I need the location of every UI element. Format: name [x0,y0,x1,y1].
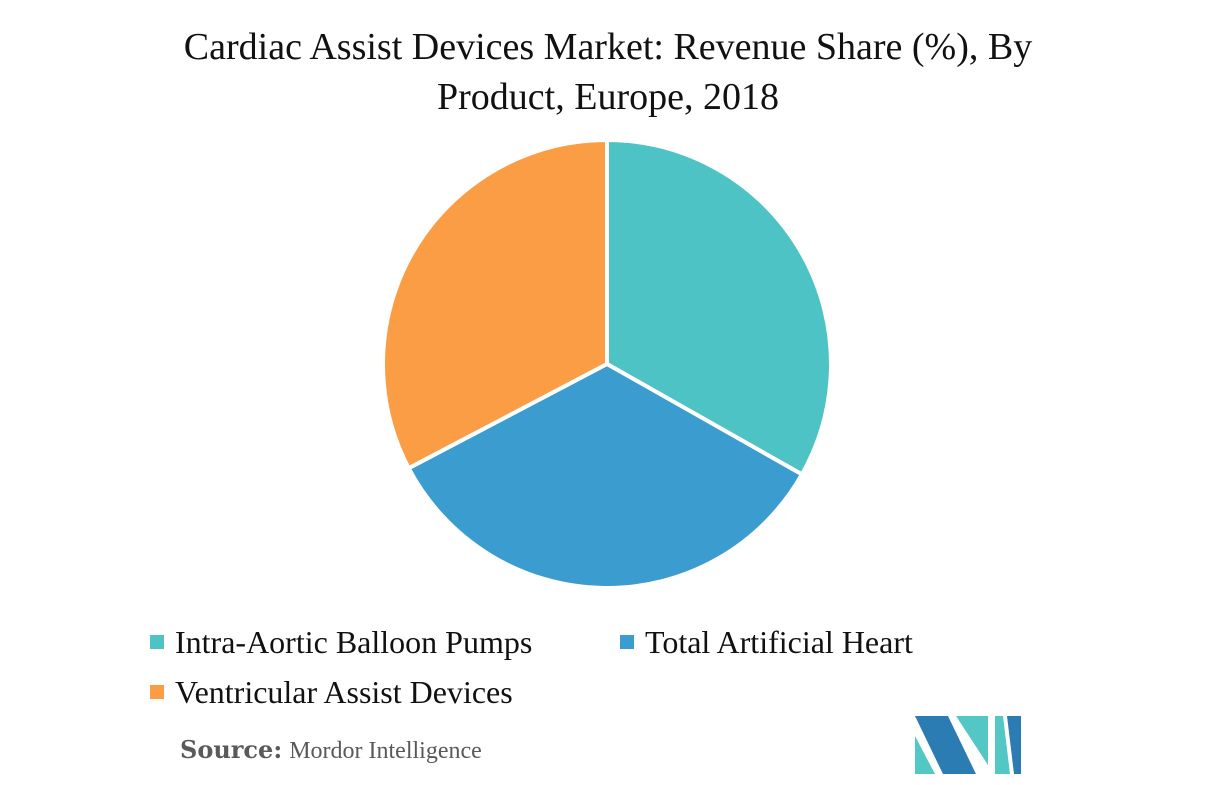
pie-chart [377,134,837,594]
legend-item-ventricular-assist-devices: Ventricular Assist Devices [150,672,513,712]
chart-title: Cardiac Assist Devices Market: Revenue S… [0,22,1216,122]
legend-swatch-teal [150,635,164,649]
legend-item-total-artificial-heart: Total Artificial Heart [620,622,913,662]
pie-slice-intra-aortic-balloon-pumps [605,138,833,477]
logo-teal-top-right-triangle [956,716,988,765]
chart-title-line-1: Cardiac Assist Devices Market: Revenue S… [183,26,1033,68]
source-label: Source: [180,735,283,764]
logo-teal-bottom-left-triangle [915,736,935,774]
legend-swatch-blue [620,635,634,649]
source-text: Mordor Intelligence [289,738,482,764]
source-line: Source: Mordor Intelligence [180,734,482,767]
logo-blue-band [915,716,976,774]
chart-title-line-2: Product, Europe, 2018 [437,76,779,118]
pie-svg [381,138,833,590]
mordor-intelligence-logo [915,716,1021,774]
pie-slice-ventricular-assist-devices [381,138,609,471]
legend-label: Total Artificial Heart [645,624,913,660]
pie-slice-total-artificial-heart [406,362,804,590]
logo-right-blue-quad [1007,716,1021,774]
legend-label: Ventricular Assist Devices [175,674,513,710]
logo-right-teal-quad [995,716,1010,774]
legend-swatch-orange [150,685,164,699]
legend-item-intra-aortic-balloon-pumps: Intra-Aortic Balloon Pumps [150,622,532,662]
legend-label: Intra-Aortic Balloon Pumps [175,624,533,660]
